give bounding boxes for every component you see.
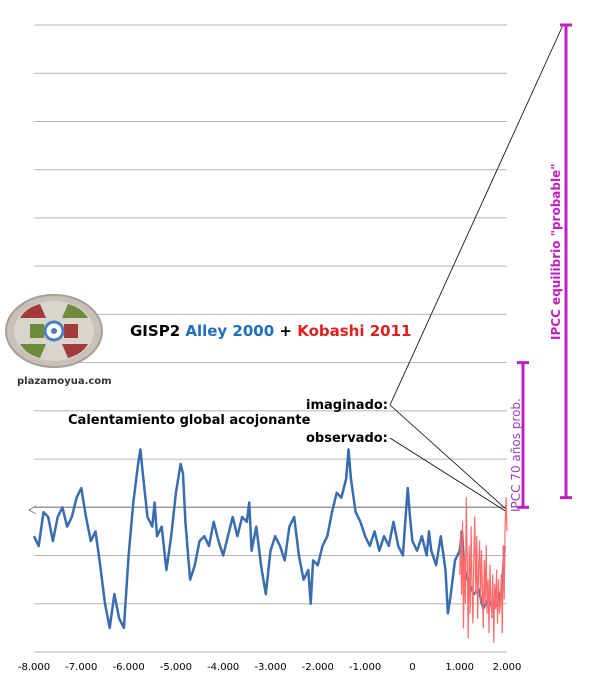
x-tick-label: 1.000 bbox=[445, 662, 474, 673]
annotation-calentamiento: Calentamiento global acojonante bbox=[68, 413, 311, 428]
annotation-observado: observado: bbox=[306, 431, 388, 446]
x-tick-label: -1.000 bbox=[349, 662, 381, 673]
x-axis-ticks: -8.000 -7.000 -6.000 -5.000 -4.000 -3.000 -2.0… bbox=[18, 662, 521, 673]
data-series bbox=[32, 448, 508, 643]
series-line-kobashi bbox=[459, 497, 508, 643]
x-tick-label: -5.000 bbox=[160, 662, 192, 673]
x-tick-label: -7.000 bbox=[65, 662, 97, 673]
x-tick-label: -4.000 bbox=[207, 662, 239, 673]
series-line-alley bbox=[32, 448, 506, 630]
label-ipcc-70: IPCC 70 años prob. bbox=[509, 398, 523, 512]
title-part-plus: + bbox=[274, 322, 297, 340]
title-part-gisp2: GISP2 bbox=[130, 322, 185, 340]
gridlines bbox=[34, 24, 507, 653]
x-tick-label: 0 bbox=[409, 662, 415, 673]
left-arrow-icon bbox=[27, 505, 37, 515]
x-tick-label: -6.000 bbox=[112, 662, 144, 673]
annotation-imaginado: imaginado: bbox=[306, 398, 388, 413]
x-tick-label: -8.000 bbox=[18, 662, 50, 673]
x-tick-label: -2.000 bbox=[302, 662, 334, 673]
title-part-alley: Alley 2000 bbox=[185, 322, 274, 340]
leader-imaginado-bottom bbox=[389, 404, 508, 511]
leader-imaginado-top bbox=[389, 24, 564, 406]
site-logo bbox=[5, 294, 103, 368]
leader-lines bbox=[389, 24, 564, 513]
x-tick-label: -3.000 bbox=[254, 662, 286, 673]
label-ipcc-equilibrio: IPCC equilibrio "probable" bbox=[549, 164, 563, 341]
ipcc-ranges bbox=[517, 23, 572, 509]
leader-observado bbox=[389, 437, 508, 513]
x-tick-label: 2.000 bbox=[493, 662, 522, 673]
site-name: plazamoyua.com bbox=[17, 376, 112, 387]
chart-title: GISP2 Alley 2000 + Kobashi 2011 bbox=[130, 322, 411, 340]
title-part-kobashi: Kobashi 2011 bbox=[297, 322, 411, 340]
